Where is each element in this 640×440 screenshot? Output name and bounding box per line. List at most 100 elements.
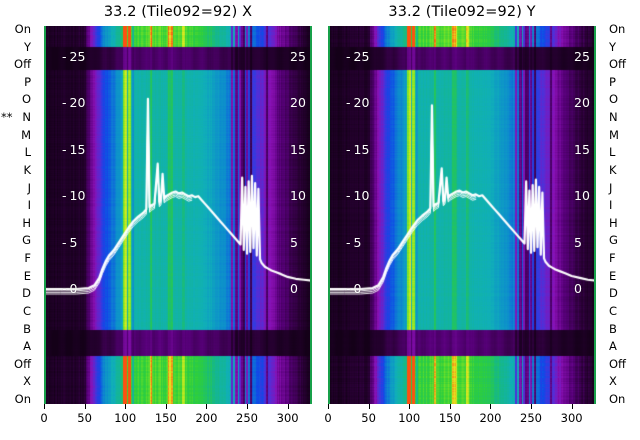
category-label: K xyxy=(609,162,617,177)
right-category-labels: On Y Off P O N M L K J I H G F E D C B A Off X On xyxy=(606,0,640,440)
y-tick-label: 25 xyxy=(574,49,590,64)
x-tick-label: 150 xyxy=(154,411,177,425)
category-label: P xyxy=(24,74,31,89)
overlay-curve-y xyxy=(328,26,596,404)
x-tick-label: 100 xyxy=(398,411,421,425)
x-tick-mark xyxy=(571,404,573,409)
y-tick-label: -0 xyxy=(346,281,362,296)
category-label: L xyxy=(24,145,31,160)
category-label: H xyxy=(609,215,618,230)
x-tick-mark xyxy=(125,404,127,409)
y-tick-label: -10 xyxy=(62,188,86,204)
x-tick-label: 50 xyxy=(77,411,92,425)
category-label: B xyxy=(609,321,617,336)
category-label: N xyxy=(609,110,618,125)
x-tick-mark xyxy=(287,404,289,409)
x-tick-mark xyxy=(490,404,492,409)
x-tick-label: 250 xyxy=(236,411,258,425)
x-tick-label: 200 xyxy=(479,411,502,425)
y-tick-label: -15 xyxy=(62,141,86,157)
category-label: B xyxy=(23,321,31,336)
x-axis-left: 0 50 100 150 200 250 300 xyxy=(40,404,312,438)
x-tick-mark xyxy=(449,404,451,409)
y-tick-label: -25 xyxy=(346,49,370,64)
x-tick-mark xyxy=(409,404,411,409)
x-tick-mark xyxy=(531,404,533,409)
x-tick-label: 200 xyxy=(195,411,218,425)
y-tick-label: -25 xyxy=(62,49,86,64)
category-label: X xyxy=(23,374,31,389)
left-category-labels: On Y Off P O N ** M L K J I H G F E D C B A Off X On xyxy=(0,0,34,440)
panel-title-right: 33.2 (Tile092=92) Y xyxy=(388,4,536,20)
x-tick-mark xyxy=(247,404,249,409)
spectrogram-panel-x[interactable] xyxy=(44,26,312,404)
category-label: Off xyxy=(609,356,626,371)
category-label: On xyxy=(14,392,31,406)
category-label: O xyxy=(609,92,619,107)
y-tick-label: 15 xyxy=(290,141,306,157)
y-tick-label: 10 xyxy=(574,188,590,204)
category-label: E xyxy=(609,268,617,283)
x-tick-label: 150 xyxy=(438,411,461,425)
y-tick-label: 25 xyxy=(290,49,306,64)
category-label: G xyxy=(609,233,618,248)
category-label: F xyxy=(24,251,31,266)
category-label: A xyxy=(23,339,31,354)
x-tick-mark xyxy=(44,404,45,409)
y-tick-label: 20 xyxy=(574,95,590,111)
x-axis-right: 0 50 100 150 200 250 300 xyxy=(324,404,596,438)
category-label: K xyxy=(23,162,31,177)
category-label: On xyxy=(14,22,31,36)
category-label: F xyxy=(609,251,616,266)
category-label: On xyxy=(609,392,626,406)
y-tick-label: -20 xyxy=(346,95,370,111)
panel-left-edge-x xyxy=(44,26,46,404)
x-tick-label: 0 xyxy=(324,411,332,425)
y-tick-label: -0 xyxy=(62,281,78,296)
overlay-curve-x xyxy=(44,26,312,404)
y-tick-label: 15 xyxy=(574,141,590,157)
y-tick-label: -10 xyxy=(346,188,370,204)
x-tick-label: 300 xyxy=(276,411,299,425)
y-tick-label: -5 xyxy=(62,234,78,250)
category-label: P xyxy=(609,74,616,89)
panel-right-edge-y xyxy=(594,26,596,404)
category-label: D xyxy=(609,286,618,301)
category-label: Off xyxy=(14,57,31,72)
x-tick-mark xyxy=(84,404,86,409)
category-label: Off xyxy=(14,356,31,371)
y-tick-label: -20 xyxy=(62,95,86,111)
panel-left-edge-y xyxy=(328,26,330,404)
marker-asterisks: ** xyxy=(1,110,13,125)
category-label: M xyxy=(21,127,31,142)
category-label: Y xyxy=(609,39,617,54)
y-tick-label: 10 xyxy=(290,188,306,204)
y-tick-label: -5 xyxy=(346,234,362,250)
x-tick-mark xyxy=(368,404,370,409)
category-label: X xyxy=(609,374,617,389)
y-tick-label: -15 xyxy=(346,141,370,157)
spectrogram-panel-y[interactable] xyxy=(328,26,596,404)
category-label: L xyxy=(609,145,616,160)
category-label: D xyxy=(22,286,31,301)
category-label: N xyxy=(22,110,31,125)
category-label: J xyxy=(27,180,31,195)
x-tick-label: 300 xyxy=(560,411,583,425)
category-label: E xyxy=(23,268,31,283)
category-label: Off xyxy=(609,57,626,72)
category-label: On xyxy=(609,22,626,36)
category-label: J xyxy=(609,180,613,195)
x-tick-mark xyxy=(206,404,208,409)
category-label: I xyxy=(609,198,613,213)
y-tick-label: 5 xyxy=(574,234,582,250)
category-label: C xyxy=(609,303,618,318)
x-tick-label: 250 xyxy=(520,411,542,425)
y-tick-label: 0 xyxy=(290,281,298,296)
panel-title-left: 33.2 (Tile092=92) X xyxy=(103,4,253,20)
y-tick-label: 0 xyxy=(574,281,582,296)
category-label: M xyxy=(609,127,619,142)
category-label: H xyxy=(22,215,31,230)
category-label: A xyxy=(609,339,617,354)
x-tick-mark xyxy=(165,404,167,409)
